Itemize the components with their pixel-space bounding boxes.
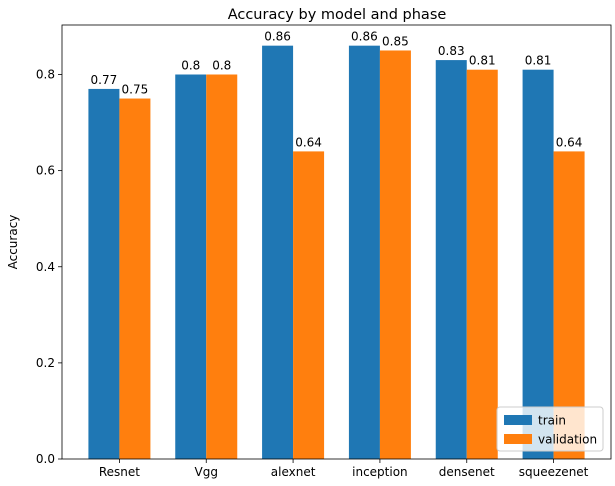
x-tick-label: Vgg bbox=[195, 465, 218, 479]
x-tick-label: densenet bbox=[439, 465, 495, 479]
y-axis-label: Accuracy bbox=[6, 215, 20, 270]
value-label: 0.81 bbox=[469, 54, 496, 68]
value-label: 0.8 bbox=[212, 59, 231, 73]
legend-label-train: train bbox=[538, 414, 566, 428]
value-label: 0.86 bbox=[264, 30, 291, 44]
y-tick-label: 0.2 bbox=[36, 356, 55, 370]
value-label: 0.64 bbox=[295, 135, 322, 149]
legend-swatch-train bbox=[504, 415, 532, 425]
value-labels: 0.77 0.75 0.8 0.8 0.86 0.64 0.86 0.85 0.83 0.81 0.… bbox=[91, 30, 583, 150]
chart-title: Accuracy by model and phase bbox=[228, 7, 447, 23]
legend-swatch-validation bbox=[504, 434, 532, 444]
value-label: 0.75 bbox=[122, 83, 149, 97]
bar-validation-Vgg bbox=[206, 74, 238, 459]
bar-train-alexnet bbox=[262, 45, 294, 460]
bars bbox=[88, 45, 585, 460]
y-tick-label: 0.4 bbox=[36, 260, 55, 274]
value-label: 0.77 bbox=[91, 73, 118, 87]
bar-train-squeezenet bbox=[522, 69, 554, 459]
y-axis: 0.0 0.2 0.4 0.6 0.8 bbox=[36, 68, 62, 466]
bar-validation-densenet bbox=[466, 69, 498, 459]
bar-train-inception bbox=[348, 45, 380, 460]
x-axis: Resnet Vgg alexnet inception densenet squeeze… bbox=[99, 459, 589, 479]
legend-label-validation: validation bbox=[538, 433, 597, 447]
y-tick-label: 0.0 bbox=[36, 452, 55, 466]
y-tick-label: 0.8 bbox=[36, 68, 55, 82]
value-label: 0.81 bbox=[525, 54, 552, 68]
x-tick-label: inception bbox=[352, 465, 408, 479]
value-label: 0.64 bbox=[556, 135, 583, 149]
plot-frame bbox=[61, 24, 612, 460]
bar-validation-Resnet bbox=[119, 98, 151, 459]
y-tick-label: 0.6 bbox=[36, 164, 55, 178]
bar-train-Vgg bbox=[175, 74, 207, 459]
value-label: 0.83 bbox=[438, 44, 465, 58]
value-label: 0.86 bbox=[351, 30, 378, 44]
x-tick-label: squeezenet bbox=[519, 465, 589, 479]
legend: train validation bbox=[496, 406, 604, 452]
x-tick-label: alexnet bbox=[271, 465, 316, 479]
bar-validation-inception bbox=[379, 50, 411, 459]
bar-train-Resnet bbox=[88, 88, 120, 459]
value-label: 0.85 bbox=[382, 34, 409, 48]
bar-validation-alexnet bbox=[293, 151, 325, 459]
value-label: 0.8 bbox=[181, 59, 200, 73]
bar-train-densenet bbox=[435, 60, 467, 460]
x-tick-label: Resnet bbox=[99, 465, 140, 479]
